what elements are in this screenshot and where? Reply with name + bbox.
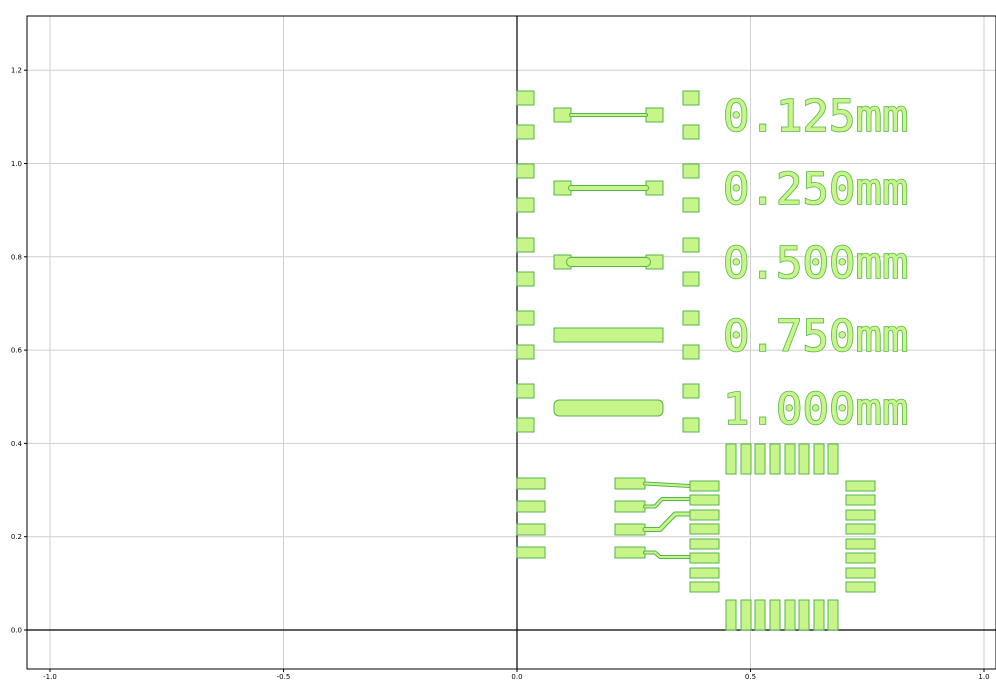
trace-outline: [643, 497, 692, 509]
y-tick-label: 0.2: [11, 533, 22, 541]
qfn-left-pad: [689, 567, 720, 579]
qfn-top-pad: [784, 443, 796, 475]
qfn-right-pad: [845, 480, 876, 492]
width-label: 0.750mm: [723, 311, 908, 362]
trace-fill: [644, 482, 691, 487]
qfn-right-pad: [845, 567, 876, 579]
right-pad-lower: [682, 124, 700, 140]
right-pad-upper: [682, 90, 700, 106]
right-pad-lower: [682, 417, 700, 433]
trace-fill: [644, 498, 691, 508]
qfn-bottom-pad: [740, 599, 752, 631]
connector-pad: [516, 500, 546, 513]
left-pad-lower: [516, 271, 535, 287]
width-label: 0.125mm: [723, 91, 908, 142]
left-pad-upper: [516, 237, 535, 253]
right-pad-lower: [682, 271, 700, 287]
left-pad-lower: [516, 344, 535, 360]
left-pad-upper: [516, 163, 535, 179]
qfn-top-pad: [798, 443, 810, 475]
fanout-pad: [614, 523, 646, 536]
qfn-top-pad: [827, 443, 839, 475]
fanout-pad: [614, 477, 646, 490]
width-label: 0.500mm: [723, 238, 908, 289]
qfn-bottom-pad: [784, 599, 796, 631]
pcb-shapes: [516, 90, 876, 631]
fanout-trace: [643, 481, 692, 488]
x-tick-label: 0.5: [745, 673, 756, 681]
qfn-right-pad: [845, 523, 876, 535]
trace-end-pad-left: [553, 107, 572, 123]
qfn-left-pad: [689, 480, 720, 492]
fanout-trace: [642, 511, 693, 532]
y-tick-label: 0.4: [11, 440, 23, 448]
trace-fill: [644, 551, 691, 558]
connector-pad: [516, 546, 546, 559]
right-pad-lower: [682, 344, 700, 360]
y-tick-label: 1.2: [11, 67, 22, 75]
width-label: 0.250mm: [723, 164, 908, 215]
qfn-left-pad: [689, 523, 720, 535]
qfn-right-pad: [845, 494, 876, 506]
left-pad-upper: [516, 310, 535, 326]
qfn-top-pad: [725, 443, 737, 475]
qfn-top-pad: [754, 443, 766, 475]
left-pad-lower: [516, 417, 535, 433]
qfn-bottom-pad: [798, 599, 810, 631]
fanout-pad: [614, 546, 646, 559]
qfn-bottom-pad: [725, 599, 737, 631]
trace-fill: [643, 512, 692, 531]
right-pad-upper: [682, 310, 700, 326]
right-pad-lower: [682, 197, 700, 213]
left-pad-upper: [516, 383, 535, 399]
qfn-left-pad: [689, 494, 720, 506]
y-tick-label: 1.0: [11, 160, 22, 168]
right-pad-upper: [682, 237, 700, 253]
qfn-left-pad: [689, 581, 720, 593]
x-tick-label: -0.5: [277, 673, 291, 681]
fanout-trace: [643, 550, 692, 559]
qfn-bottom-pad: [769, 599, 781, 631]
fanout-pad: [614, 500, 646, 513]
y-tick-label: 0.6: [11, 347, 23, 355]
fanout-trace: [643, 497, 692, 509]
left-pad-lower: [516, 124, 535, 140]
qfn-right-pad: [845, 552, 876, 564]
x-tick-label: 0.0: [511, 673, 522, 681]
qfn-left-pad: [689, 509, 720, 521]
qfn-left-pad: [689, 552, 720, 564]
width-test-trace-widest: [553, 399, 664, 417]
qfn-top-pad: [813, 443, 825, 475]
width-labels: 0.125mm 0.250mm 0.500mm 0.750mm 1.000mm: [722, 90, 909, 436]
qfn-bottom-pad: [827, 599, 839, 631]
tick-labels: -1.0 -0.5 0.0 0.5 1.0 0.0 0.2 0.4 0.6 0.8 1.0 1.2: [11, 67, 990, 681]
connector-pad: [516, 523, 546, 536]
trace-end-pad-right: [645, 107, 664, 123]
qfn-bottom-pad: [813, 599, 825, 631]
connector-pad: [516, 477, 546, 490]
x-tick-label: 1.0: [978, 673, 989, 681]
right-pad-upper: [682, 163, 700, 179]
x-tick-label: -1.0: [43, 673, 57, 681]
width-label: 1.000mm: [723, 384, 908, 435]
qfn-top-pad: [740, 443, 752, 475]
plot-frame: [26, 15, 996, 670]
left-pad-lower: [516, 197, 535, 213]
qfn-top-pad: [769, 443, 781, 475]
qfn-bottom-pad: [754, 599, 766, 631]
qfn-right-pad: [845, 581, 876, 593]
y-tick-label: 0.8: [11, 253, 22, 261]
qfn-right-pad: [845, 509, 876, 521]
left-pad-upper: [516, 90, 535, 106]
grid-lines: [27, 16, 996, 669]
y-tick-label: 0.0: [11, 627, 22, 635]
qfn-right-pad: [845, 538, 876, 550]
right-pad-upper: [682, 383, 700, 399]
width-test-trace-wide: [553, 327, 664, 343]
qfn-left-pad: [689, 538, 720, 550]
